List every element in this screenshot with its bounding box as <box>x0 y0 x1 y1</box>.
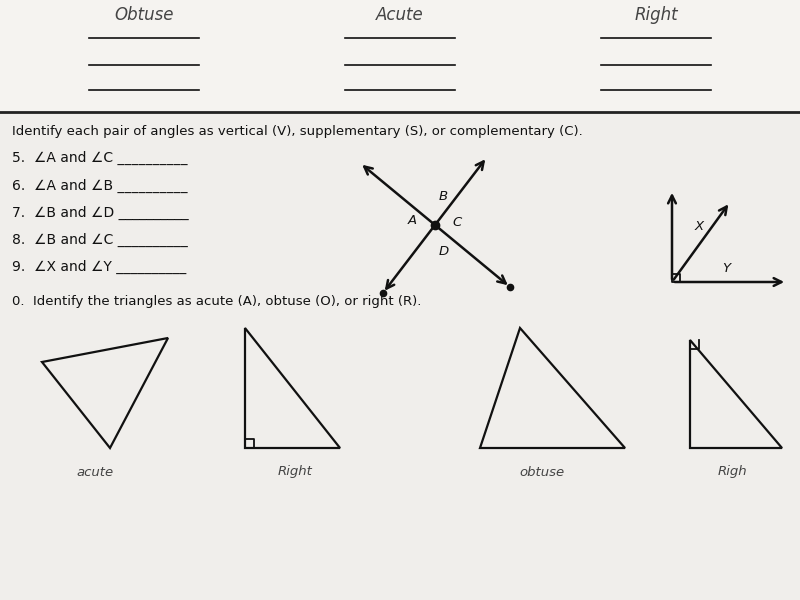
Text: Identify each pair of angles as vertical (V), supplementary (S), or complementar: Identify each pair of angles as vertical… <box>12 125 582 138</box>
Text: 0.  Identify the triangles as acute (A), obtuse (O), or right (R).: 0. Identify the triangles as acute (A), … <box>12 295 422 308</box>
Text: 5.  ∠A and ∠C __________: 5. ∠A and ∠C __________ <box>12 151 187 165</box>
Text: Right: Right <box>634 6 678 24</box>
Text: 8.  ∠B and ∠C __________: 8. ∠B and ∠C __________ <box>12 233 188 247</box>
Text: D: D <box>439 245 450 258</box>
Text: obtuse: obtuse <box>519 466 565 479</box>
FancyBboxPatch shape <box>0 0 800 112</box>
Text: 6.  ∠A and ∠B __________: 6. ∠A and ∠B __________ <box>12 179 187 193</box>
Text: A: A <box>408 214 417 227</box>
Text: acute: acute <box>77 466 114 479</box>
Text: C: C <box>452 217 462 229</box>
Text: 7.  ∠B and ∠D __________: 7. ∠B and ∠D __________ <box>12 206 189 220</box>
Text: X: X <box>695 220 704 233</box>
Text: Right: Right <box>278 466 313 479</box>
Text: Acute: Acute <box>376 6 424 24</box>
Text: Righ: Righ <box>717 466 747 479</box>
Text: B: B <box>439 190 448 203</box>
Text: Obtuse: Obtuse <box>114 6 174 24</box>
Text: Y: Y <box>722 263 730 275</box>
Text: 9.  ∠X and ∠Y __________: 9. ∠X and ∠Y __________ <box>12 260 186 274</box>
